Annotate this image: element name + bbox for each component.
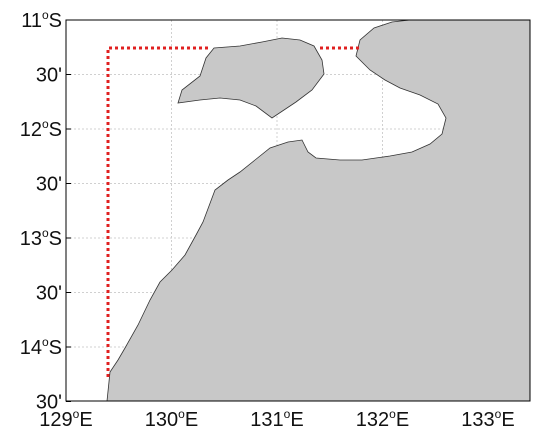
degree-sign: o [42,8,49,22]
hemisphere: S [49,228,62,250]
frame [65,19,531,402]
degree-sign: o [42,117,49,131]
island [177,37,325,119]
tick-label: 30' [36,65,62,87]
tick-label: 30' [36,283,62,305]
degree-value: 132 [356,409,389,431]
degree-value: 13 [20,228,42,250]
hemisphere: E [501,409,514,431]
tick-label: 132oE [356,407,409,431]
tick-label: 30' [36,174,62,196]
degree-value: 131 [250,409,283,431]
degree-sign: o [42,226,49,240]
hemisphere: E [290,409,303,431]
tick-label: 13oS [20,226,62,250]
tick-label: 30' [36,392,62,414]
hemisphere: E [185,409,198,431]
degree-value: 14 [20,337,42,359]
tick-label: 11oS [21,8,62,32]
degree-sign: o [42,335,49,349]
hemisphere: S [49,119,62,141]
degree-sign: o [495,407,502,421]
hemisphere: E [79,409,92,431]
degree-sign: o [73,407,80,421]
boundary-line [106,46,210,377]
hemisphere: S [49,10,62,32]
tick-label: 129oE [39,407,92,431]
degree-sign: o [178,407,185,421]
hemisphere: S [49,337,62,359]
tick-label: 130oE [145,407,198,431]
degree-value: 12 [20,119,42,141]
degree-value: 130 [145,409,178,431]
tick-label: 131oE [250,407,303,431]
tick-label: 14oS [20,335,62,359]
tick-label: 12oS [20,117,62,141]
degree-value: 129 [39,409,72,431]
hemisphere: E [396,409,409,431]
tick-label: 133oE [461,407,514,431]
degree-sign: o [389,407,396,421]
degree-sign: o [284,407,291,421]
degree-value: 133 [461,409,494,431]
degree-value: 11 [21,10,42,32]
